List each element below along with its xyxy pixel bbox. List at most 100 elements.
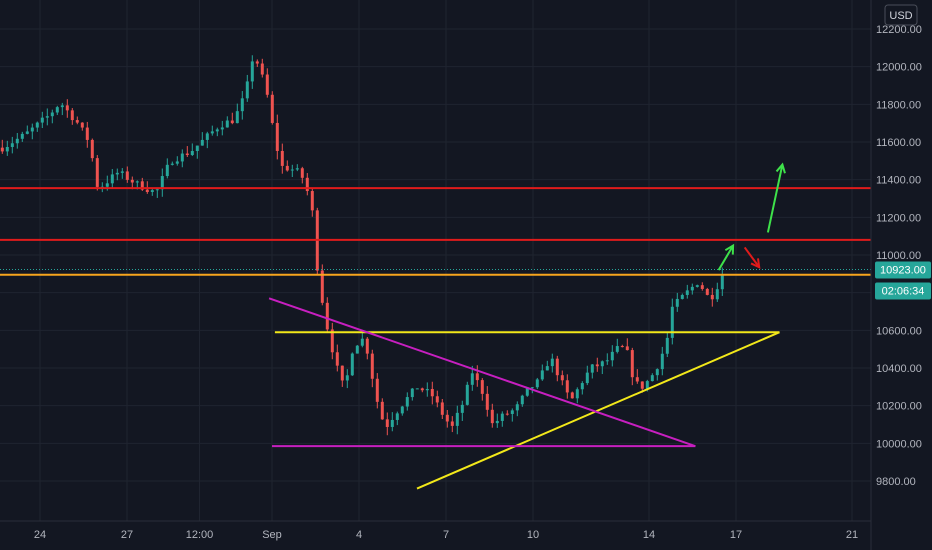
candle-body [160, 176, 164, 190]
price-tick-label: 10000.00 [876, 438, 922, 450]
countdown-box [875, 282, 931, 300]
candle-body [685, 290, 689, 295]
candle-body [135, 181, 139, 183]
candle-body [700, 285, 704, 289]
magenta-descending-trendline[interactable] [268, 297, 696, 448]
candle-body [490, 409, 494, 424]
candle-body [80, 122, 84, 128]
candle-body [535, 379, 539, 388]
candle-body [185, 153, 189, 156]
candle-body [255, 61, 259, 64]
price-tick-label: 11400.00 [876, 175, 921, 187]
candle-body [430, 388, 434, 397]
candle-body [590, 364, 594, 373]
candle-body [345, 375, 349, 381]
price-tick-label: 10600.00 [876, 325, 922, 337]
candle-body [405, 397, 409, 407]
price-tick-label: 11800.00 [876, 99, 921, 111]
candle-body [465, 384, 469, 405]
candle-body [455, 412, 459, 426]
candle-body [570, 392, 574, 399]
last-price-badge: 10923.00 [875, 261, 931, 279]
candle-body [620, 346, 624, 348]
candle-body [365, 338, 369, 354]
candle-body [85, 127, 89, 140]
time-tick-label: 10 [527, 529, 539, 541]
price-tick-label: 10400.00 [876, 363, 922, 375]
candle-body [640, 381, 644, 389]
last-price-box [875, 261, 931, 279]
red-arrow-down[interactable] [743, 246, 761, 268]
green-arrow-up-1-head [724, 243, 735, 255]
candle-body [525, 387, 529, 396]
candle-body [230, 120, 234, 124]
candle-body [610, 351, 614, 361]
candle-body [70, 110, 74, 121]
candle-body [210, 131, 214, 134]
grid [0, 0, 871, 521]
candle-body [630, 350, 634, 378]
candle-body [720, 275, 724, 290]
candle-body [90, 139, 94, 159]
candle-body [215, 129, 219, 132]
price-tick-label: 12000.00 [876, 62, 922, 74]
currency-label: USD [889, 10, 912, 22]
green-arrow-up-2[interactable] [766, 164, 784, 233]
candle-body [40, 117, 44, 123]
candle-body [515, 404, 519, 411]
candle-body [310, 191, 314, 211]
candle-body [415, 388, 419, 390]
candle-body [655, 369, 659, 376]
candle-body [150, 190, 154, 192]
candle-body [10, 143, 14, 147]
candle-body [280, 150, 284, 166]
candle-body [360, 338, 364, 346]
candle-body [425, 388, 429, 391]
time-tick-label: 12:00 [186, 529, 214, 541]
candle-body [580, 383, 584, 390]
candle-body [180, 153, 184, 162]
candle-body [375, 378, 379, 402]
candle-body [695, 285, 699, 287]
candle-body [5, 146, 9, 152]
candle-body [605, 360, 609, 362]
candle-body [115, 172, 119, 175]
yellow-rising-trendline[interactable] [416, 331, 780, 490]
time-tick-label: 17 [730, 529, 742, 541]
candle-body [15, 138, 19, 144]
candle-body [295, 168, 299, 170]
candle-body [245, 81, 249, 99]
time-tick-label: 14 [643, 529, 655, 541]
time-tick-label: 21 [846, 529, 858, 541]
candle-body [460, 404, 464, 413]
green-arrow-up-1[interactable] [717, 245, 734, 271]
candle-body [325, 302, 329, 330]
candle-body [335, 352, 339, 366]
candle-body [625, 346, 629, 351]
candle-body [550, 358, 554, 367]
candle-body [680, 294, 684, 299]
time-axis[interactable]: 24 27 12:00 Sep 4 7 10 14 17 21 [34, 529, 858, 541]
candle-body [585, 372, 589, 384]
time-tick-label: 7 [443, 529, 449, 541]
candle-body [575, 389, 579, 399]
candle-body [600, 361, 604, 367]
currency-badge[interactable]: USD [884, 4, 918, 26]
candle-body [615, 346, 619, 352]
candle-body [675, 298, 679, 307]
candle-body [560, 375, 564, 381]
candle-body [505, 413, 509, 415]
candle-body [195, 145, 199, 152]
candle-body [445, 414, 449, 422]
candle-body [25, 131, 29, 134]
candle-body [390, 419, 394, 427]
candle-body [565, 380, 569, 393]
candle-body [35, 122, 39, 128]
candle-body [140, 181, 144, 190]
candle-body [355, 345, 359, 354]
drawings[interactable] [0, 162, 871, 490]
candle-body [710, 294, 714, 300]
time-tick-label: Sep [262, 529, 282, 541]
candle-body [385, 419, 389, 427]
